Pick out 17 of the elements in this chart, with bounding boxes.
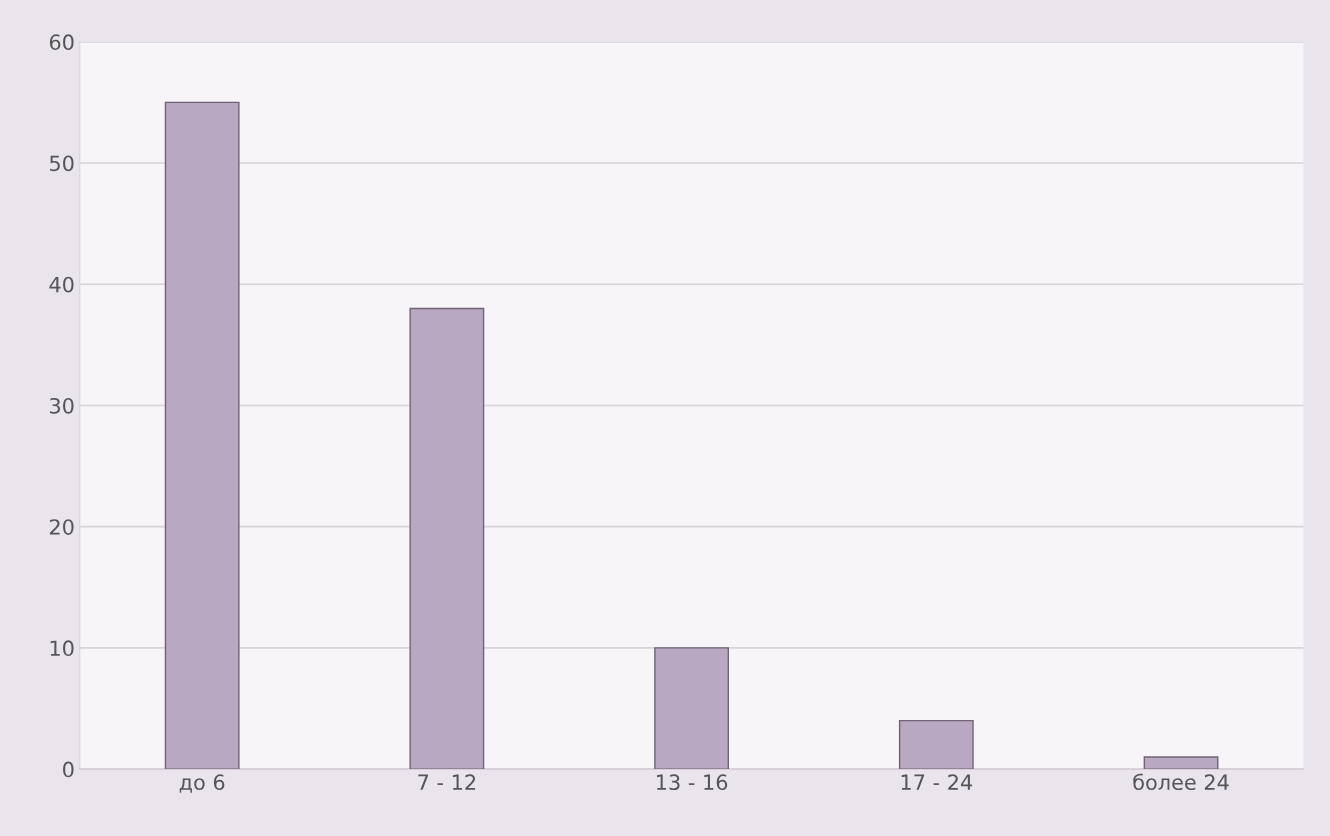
bar <box>654 647 730 770</box>
x-tick-label: более 24 <box>1133 773 1229 791</box>
y-tick-label: 50 <box>50 155 74 172</box>
bar <box>409 307 485 770</box>
y-tick-label: 60 <box>49 34 74 51</box>
bar <box>1143 756 1219 770</box>
y-tick-label: 20 <box>49 519 74 535</box>
y-tick-label: 10 <box>50 640 74 657</box>
bar <box>898 719 974 770</box>
x-tick-label: 17 - 24 <box>901 774 973 790</box>
x-tick-label: 7 - 12 <box>418 774 476 790</box>
y-tick-label: 30 <box>50 397 74 414</box>
y-tick-label: 40 <box>49 276 74 293</box>
x-tick-label: 13 - 16 <box>657 774 728 791</box>
x-tick-label: до 6 <box>179 774 225 793</box>
bar <box>164 101 240 770</box>
y-tick-label: 0 <box>63 761 74 778</box>
